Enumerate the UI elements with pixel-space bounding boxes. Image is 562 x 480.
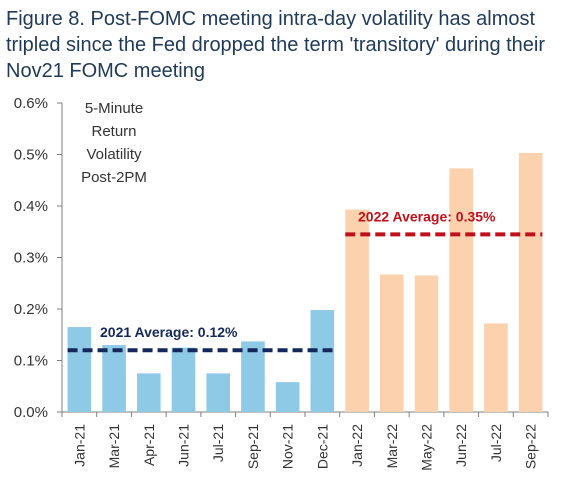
y-tick-label: 0.5% (14, 147, 48, 164)
x-tick-label: Mar-21 (106, 424, 122, 469)
x-tick-label: Jul-21 (210, 424, 226, 462)
x-tick-label: Sep-22 (523, 424, 539, 469)
x-tick-label: Jan-21 (71, 424, 87, 467)
bar-apr-21 (136, 373, 161, 412)
bar-jun-22 (449, 168, 474, 412)
bar-jan-22 (345, 209, 369, 412)
annotation-line: Return (91, 123, 136, 140)
x-tick-label: May-22 (419, 424, 435, 471)
y-tick-label: 0.0% (14, 404, 48, 421)
x-tick-label: Nov-21 (280, 424, 296, 469)
bar-jun-21 (171, 347, 196, 412)
x-tick-label: Apr-21 (141, 424, 157, 466)
y-tick-label: 0.4% (14, 198, 48, 215)
bar-sep-21 (241, 341, 265, 412)
average-label-0: 2021 Average: 0.12% (100, 324, 238, 340)
bar-dec-21 (310, 310, 335, 412)
bar-jul-22 (484, 323, 508, 412)
annotation-line: 5-Minute (85, 100, 143, 117)
bar-may-22 (414, 275, 439, 412)
y-tick-label: 0.3% (14, 250, 48, 267)
y-tick-label: 0.1% (14, 353, 48, 370)
bar-jul-21 (206, 373, 231, 412)
x-tick-label: Jun-22 (453, 424, 469, 467)
bar-jan-21 (67, 327, 92, 412)
x-tick-label: Jan-22 (349, 424, 365, 467)
chart-annotation: 5-Minute Return Volatility Post-2PM (81, 100, 147, 186)
x-tick-labels: Jan-21 Mar-21 Apr-21 Jun-21 Jul-21 Sep-21 Nov-… (71, 424, 538, 471)
bar-mar-22 (379, 274, 404, 412)
y-tick-label: 0.2% (14, 301, 48, 318)
x-tick-label: Jul-22 (488, 424, 504, 462)
chart-bars (67, 152, 543, 412)
average-lines: 2021 Average: 0.12% 2022 Average: 0.35% (67, 208, 543, 353)
annotation-line: Volatility (86, 146, 142, 163)
chart-title: Figure 8. Post-FOMC meeting intra-day vo… (6, 8, 546, 82)
annotation-line: Post-2PM (81, 169, 147, 186)
x-tick-label: Jun-21 (176, 424, 192, 467)
bar-mar-21 (102, 345, 126, 412)
x-tick-label: Sep-21 (245, 424, 261, 469)
x-tick-label: Mar-22 (384, 424, 400, 469)
y-tick-labels: 0.0% 0.1% 0.2% 0.3% 0.4% 0.5% 0.6% (14, 95, 48, 421)
bar-sep-22 (518, 152, 543, 412)
x-tick-label: Dec-21 (314, 424, 330, 469)
bar-nov-21 (275, 382, 300, 412)
y-tick-label: 0.6% (14, 95, 48, 112)
average-label-1: 2022 Average: 0.35% (358, 208, 496, 224)
